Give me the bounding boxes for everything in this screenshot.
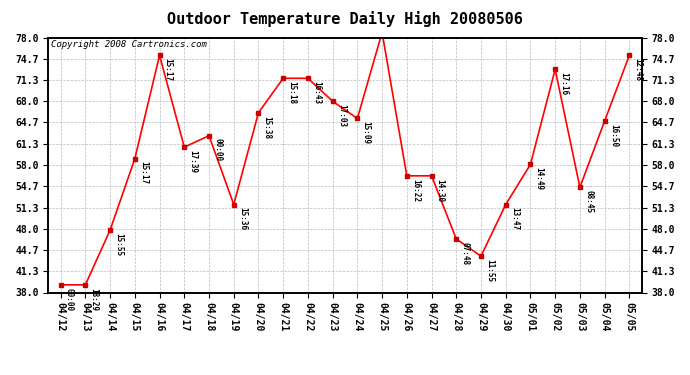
Text: 14:30: 14:30 <box>435 178 444 202</box>
Text: 16:43: 16:43 <box>312 81 321 104</box>
Text: 12:48: 12:48 <box>633 58 642 81</box>
Text: 16:22: 16:22 <box>411 178 420 202</box>
Text: 16:50: 16:50 <box>609 124 618 147</box>
Text: 17:16: 17:16 <box>560 72 569 95</box>
Text: 17:39: 17:39 <box>188 150 197 173</box>
Text: 15:09: 15:09 <box>362 121 371 144</box>
Text: Outdoor Temperature Daily High 20080506: Outdoor Temperature Daily High 20080506 <box>167 11 523 27</box>
Text: 15:38: 15:38 <box>263 116 272 139</box>
Text: 18:29: 18:29 <box>90 288 99 311</box>
Text: 11:55: 11:55 <box>485 259 494 282</box>
Text: 08:45: 08:45 <box>584 190 593 213</box>
Text: 13:47: 13:47 <box>510 207 519 230</box>
Text: 15:17: 15:17 <box>164 58 172 81</box>
Text: 14:49: 14:49 <box>535 167 544 190</box>
Text: 00:00: 00:00 <box>65 288 74 311</box>
Text: 15:09: 15:09 <box>0 374 1 375</box>
Text: 15:36: 15:36 <box>238 207 247 230</box>
Text: 15:55: 15:55 <box>115 233 124 256</box>
Text: 15:18: 15:18 <box>287 81 296 104</box>
Text: 00:00: 00:00 <box>213 138 222 162</box>
Text: 15:17: 15:17 <box>139 161 148 184</box>
Text: 17:03: 17:03 <box>337 104 346 127</box>
Text: Copyright 2008 Cartronics.com: Copyright 2008 Cartronics.com <box>51 40 207 49</box>
Text: 07:48: 07:48 <box>460 242 469 265</box>
